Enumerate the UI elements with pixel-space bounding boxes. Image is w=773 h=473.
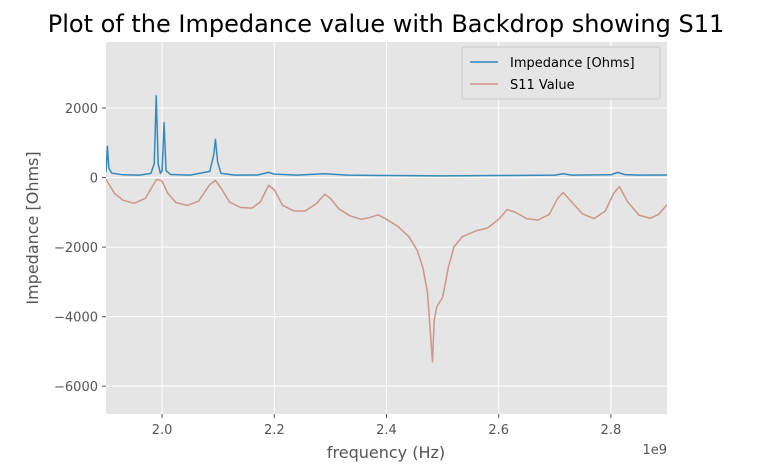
y-tick-label: 0 [90, 172, 98, 187]
y-tick-label: −4000 [54, 311, 98, 326]
y-tick-label: −6000 [54, 380, 98, 395]
y-tick-label: 2000 [65, 102, 98, 117]
x-tick-label: 2.6 [488, 423, 509, 438]
legend-label-s11: S11 Value [510, 78, 575, 93]
series-layer [106, 95, 667, 363]
x-offset-label: 1e9 [642, 443, 667, 458]
legend-label-impedance: Impedance [Ohms] [510, 56, 635, 71]
y-tick-label: −2000 [54, 241, 98, 256]
x-tick-label: 2.0 [152, 423, 173, 438]
series-line-impedance [106, 95, 667, 177]
x-tick-label: 2.4 [376, 423, 397, 438]
series-line-s11 [106, 178, 667, 363]
legend-box [461, 46, 661, 100]
chart-title: Plot of the Impedance value with Backdro… [48, 10, 725, 38]
legend: Impedance [Ohms] S11 Value [461, 46, 661, 100]
y-ticks: −6000 −4000 −2000 0 2000 [54, 102, 106, 395]
x-ticks: 2.0 2.2 2.4 2.6 2.8 [152, 414, 621, 438]
x-tick-label: 2.8 [601, 423, 622, 438]
grid [106, 42, 667, 414]
x-axis-label: frequency (Hz) [327, 443, 445, 462]
y-axis-label: Impedance [Ohms] [23, 151, 42, 304]
x-tick-label: 2.2 [264, 423, 285, 438]
